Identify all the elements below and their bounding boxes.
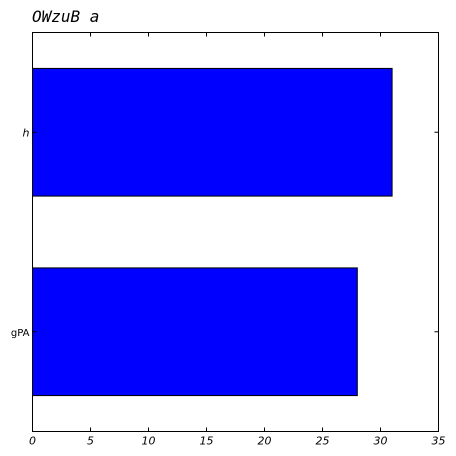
xtick-label-30: 30 xyxy=(374,435,388,448)
category-label-gPA: gPA xyxy=(11,328,30,339)
xtick-label-5: 5 xyxy=(87,435,94,448)
xtick-label-25: 25 xyxy=(316,435,330,448)
bar-h xyxy=(32,67,393,197)
plot-frame xyxy=(32,32,439,432)
xtick-label-15: 15 xyxy=(200,435,214,448)
category-label-h: h xyxy=(23,126,30,139)
xtick-label-35: 35 xyxy=(432,435,446,448)
xtick-label-0: 0 xyxy=(29,435,36,448)
xtick-label-20: 20 xyxy=(258,435,272,448)
labels-group: gPA h 0 5 10 15 20 25 30 35 xyxy=(11,126,446,447)
chart-title: OWzuB a xyxy=(32,7,99,26)
bars-group xyxy=(32,67,393,397)
bar-gPA xyxy=(32,267,358,397)
xtick-label-10: 10 xyxy=(142,435,156,448)
